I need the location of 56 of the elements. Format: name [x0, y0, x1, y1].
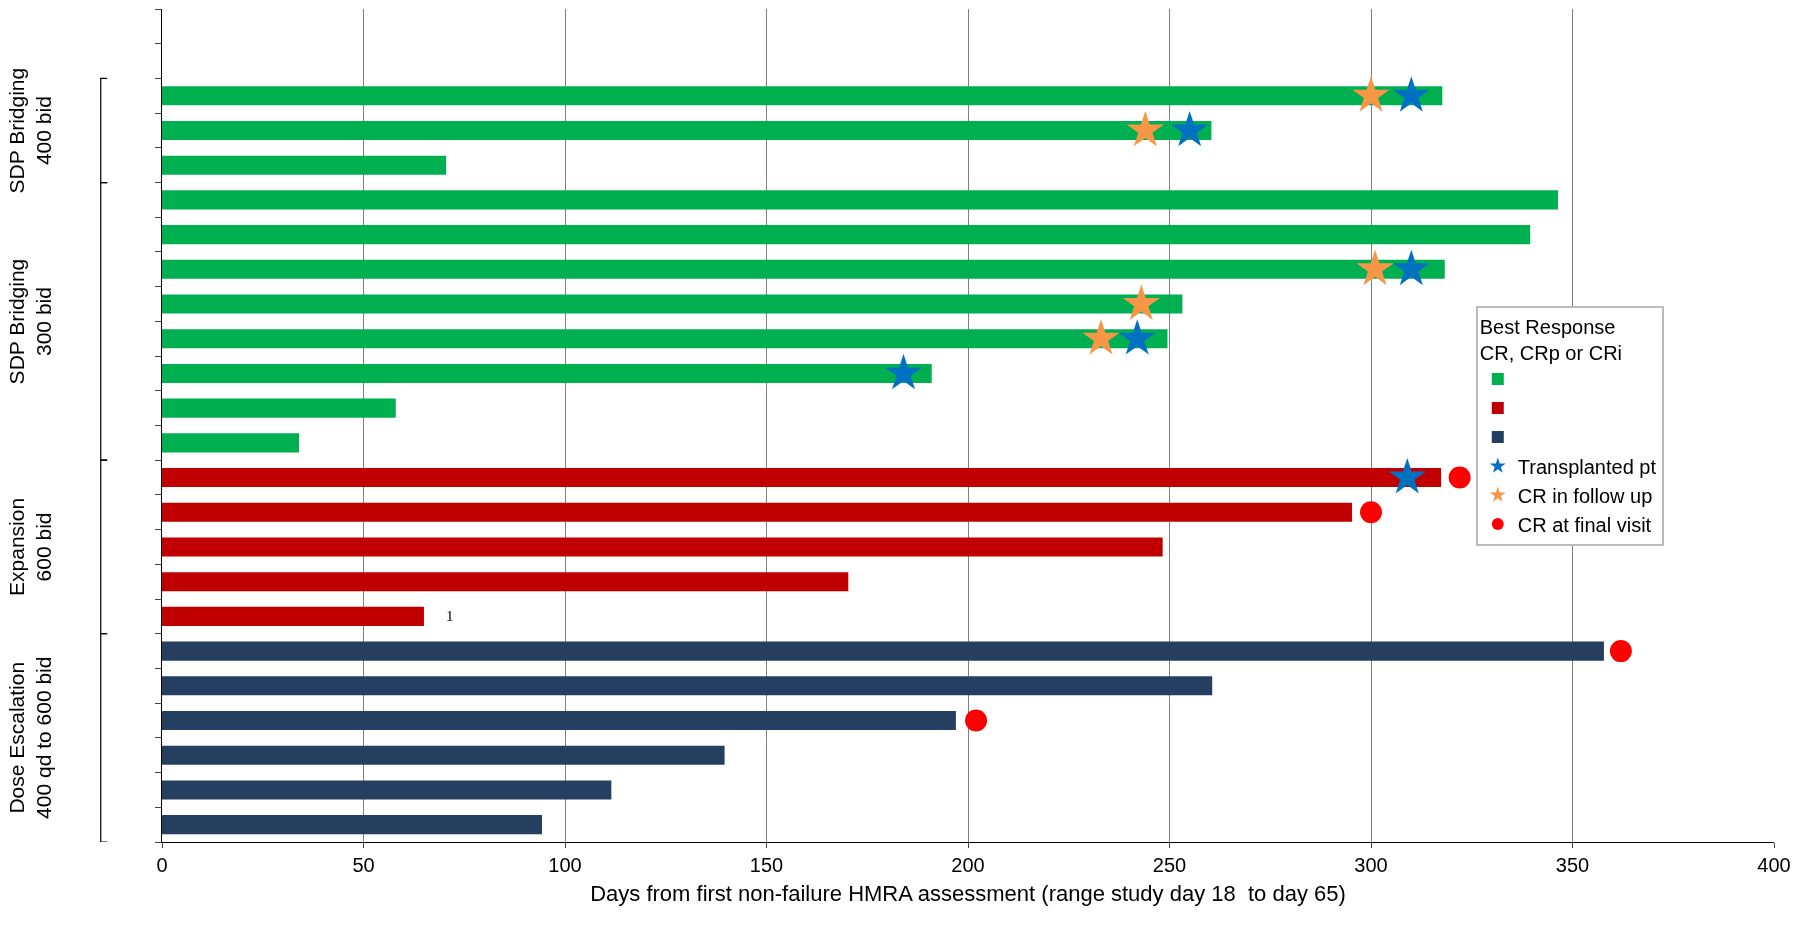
- point: [1360, 501, 1382, 524]
- point: [1082, 319, 1120, 355]
- x-tick-label: 0: [156, 854, 168, 876]
- text: Dose Escalation 400 qd to 600 bid: [5, 656, 56, 819]
- x-tick-label: 200: [951, 854, 985, 876]
- point: [1126, 110, 1164, 147]
- point: [1392, 76, 1430, 112]
- legend-label: CR in follow up: [1517, 484, 1653, 507]
- x-tick-label: 250: [1152, 854, 1187, 876]
- bar: [162, 676, 1213, 696]
- legend-label: Transplanted pt: [1517, 455, 1657, 478]
- point: [1356, 249, 1394, 286]
- bar: [162, 468, 1442, 488]
- point: [965, 709, 988, 732]
- bar: [162, 502, 1353, 522]
- x-tick-label: 100: [548, 854, 582, 876]
- bar: [162, 745, 725, 765]
- bar: [162, 329, 1168, 349]
- bar: [162, 86, 1443, 106]
- bar: [162, 815, 543, 835]
- bar: [162, 433, 300, 453]
- x-tick-label: 350: [1555, 854, 1590, 876]
- bar: [162, 641, 1604, 661]
- x-axis-title: Days from first non-failure HMRA assessment (range study day 18 to day 65): [590, 880, 1346, 906]
- bar: [162, 294, 1183, 314]
- text: Expansion 600 bid: [5, 497, 56, 596]
- point: [1352, 76, 1390, 112]
- annotation: 1: [446, 608, 454, 624]
- x-tick-label: 400: [1757, 854, 1791, 876]
- text: SDP Bridging 400 bid: [4, 67, 55, 194]
- x-tick-label: 300: [1354, 854, 1388, 876]
- bar: [162, 398, 396, 418]
- bar: [162, 259, 1445, 279]
- point: [1122, 284, 1160, 320]
- text: SDP Bridging 300 bid: [4, 258, 55, 385]
- point: [1118, 319, 1156, 355]
- bar: [162, 606, 424, 626]
- bar: [162, 120, 1212, 141]
- x-tick-label: 50: [352, 854, 375, 876]
- point: [1171, 110, 1209, 147]
- point: [884, 353, 923, 390]
- bar: [162, 572, 849, 592]
- bar: [162, 710, 956, 731]
- legend-label: CR at final visit: [1517, 513, 1652, 536]
- bar: [162, 780, 612, 800]
- bar: [162, 363, 932, 383]
- bar: [162, 225, 1531, 245]
- bar: [162, 190, 1558, 210]
- point: [1388, 457, 1426, 494]
- point: [1448, 466, 1471, 489]
- legend-title: Best Response CR, CRp or CRi: [1479, 315, 1623, 364]
- x-tick-label: 150: [749, 854, 784, 876]
- bar: [162, 155, 447, 175]
- bar: [162, 537, 1163, 557]
- point: [1392, 249, 1430, 286]
- point: [1609, 640, 1632, 663]
